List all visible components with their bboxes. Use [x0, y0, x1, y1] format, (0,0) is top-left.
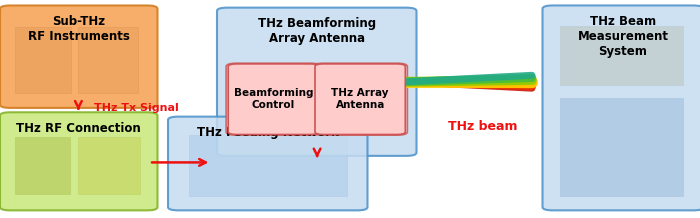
- Text: THz Feeding Network: THz Feeding Network: [197, 126, 339, 140]
- FancyBboxPatch shape: [15, 137, 70, 194]
- Text: Sub-THz
RF Instruments: Sub-THz RF Instruments: [28, 15, 130, 43]
- Text: THz Beamforming
Array Antenna: THz Beamforming Array Antenna: [258, 17, 376, 45]
- Text: THz Beam
Measurement
System: THz Beam Measurement System: [578, 15, 668, 58]
- Text: THz RF Connection: THz RF Connection: [16, 122, 141, 135]
- FancyBboxPatch shape: [560, 98, 682, 196]
- FancyBboxPatch shape: [0, 5, 158, 108]
- Text: THz Tx Signal: THz Tx Signal: [94, 103, 179, 113]
- Text: THz Array
Antenna: THz Array Antenna: [331, 99, 389, 121]
- Text: THz Array
Antenna: THz Array Antenna: [331, 88, 389, 110]
- FancyBboxPatch shape: [217, 8, 416, 156]
- Text: Beamforming
Control: Beamforming Control: [234, 99, 313, 121]
- Text: Beamforming
Control: Beamforming Control: [234, 88, 313, 110]
- FancyBboxPatch shape: [313, 63, 407, 135]
- FancyBboxPatch shape: [542, 5, 700, 210]
- Text: THz beam: THz beam: [448, 120, 518, 133]
- FancyBboxPatch shape: [168, 117, 368, 210]
- FancyBboxPatch shape: [189, 135, 346, 196]
- FancyBboxPatch shape: [15, 27, 71, 93]
- FancyBboxPatch shape: [0, 112, 158, 210]
- FancyBboxPatch shape: [560, 26, 682, 85]
- FancyBboxPatch shape: [78, 137, 140, 194]
- FancyBboxPatch shape: [78, 27, 138, 93]
- FancyBboxPatch shape: [228, 64, 318, 135]
- FancyBboxPatch shape: [226, 63, 321, 135]
- FancyBboxPatch shape: [315, 64, 405, 135]
